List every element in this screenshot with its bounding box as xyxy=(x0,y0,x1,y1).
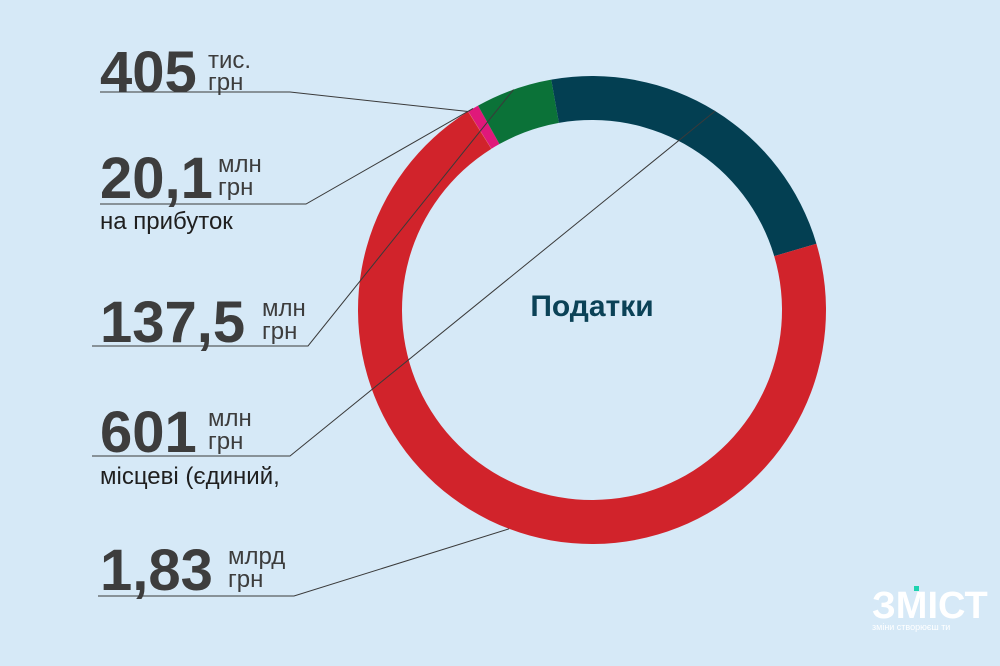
donut-slice xyxy=(467,111,492,149)
zmist-logo: ЗМІСТ зміни створюєш ти xyxy=(872,585,988,632)
slice-unit-bottom: грн xyxy=(262,318,297,345)
slice-description: на прибуток xyxy=(100,208,233,235)
leader-lines xyxy=(92,89,716,597)
leader-line xyxy=(98,528,510,597)
chart-title: Податки xyxy=(530,290,653,323)
slice-amount: 405 xyxy=(100,40,197,105)
slice-unit-top: млн xyxy=(208,405,252,432)
leader-line xyxy=(100,91,469,112)
slice-label-4: 601 млн грн місцеві (єдиний, xyxy=(100,400,280,490)
slice-amount: 137,5 xyxy=(100,290,245,355)
slice-amount: 20,1 xyxy=(100,146,213,211)
slice-label-3: 137,5 млн грн xyxy=(100,290,306,355)
slice-description: місцеві (єдиний, xyxy=(100,463,280,490)
logo-tagline: зміни створюєш ти xyxy=(872,622,950,632)
slice-unit-top: млрд xyxy=(228,543,285,570)
slice-unit-bottom: грн xyxy=(208,428,243,455)
logo-accent-dot xyxy=(914,586,919,591)
slice-amount: 1,83 xyxy=(100,538,213,603)
donut-slice xyxy=(478,79,559,145)
slice-unit-top: млн xyxy=(262,295,306,322)
slice-unit-bottom: грн xyxy=(208,69,243,96)
slice-unit-top: тис. xyxy=(208,47,251,74)
leader-line xyxy=(100,108,474,205)
slice-amount: 601 xyxy=(100,400,197,465)
slice-label-1: 405 тис. грн xyxy=(100,40,251,105)
logo-text: ЗМІСТ xyxy=(872,585,988,627)
slice-unit-bottom: грн xyxy=(228,566,263,593)
slice-unit-bottom: грн xyxy=(218,174,253,201)
slice-label-2: 20,1 млн грн на прибуток xyxy=(100,146,262,235)
slice-label-5: 1,83 млрд грн xyxy=(100,538,285,603)
slice-unit-top: млн xyxy=(218,151,262,178)
donut-slice xyxy=(551,76,817,257)
leader-line xyxy=(92,110,716,457)
leader-line xyxy=(92,89,514,347)
